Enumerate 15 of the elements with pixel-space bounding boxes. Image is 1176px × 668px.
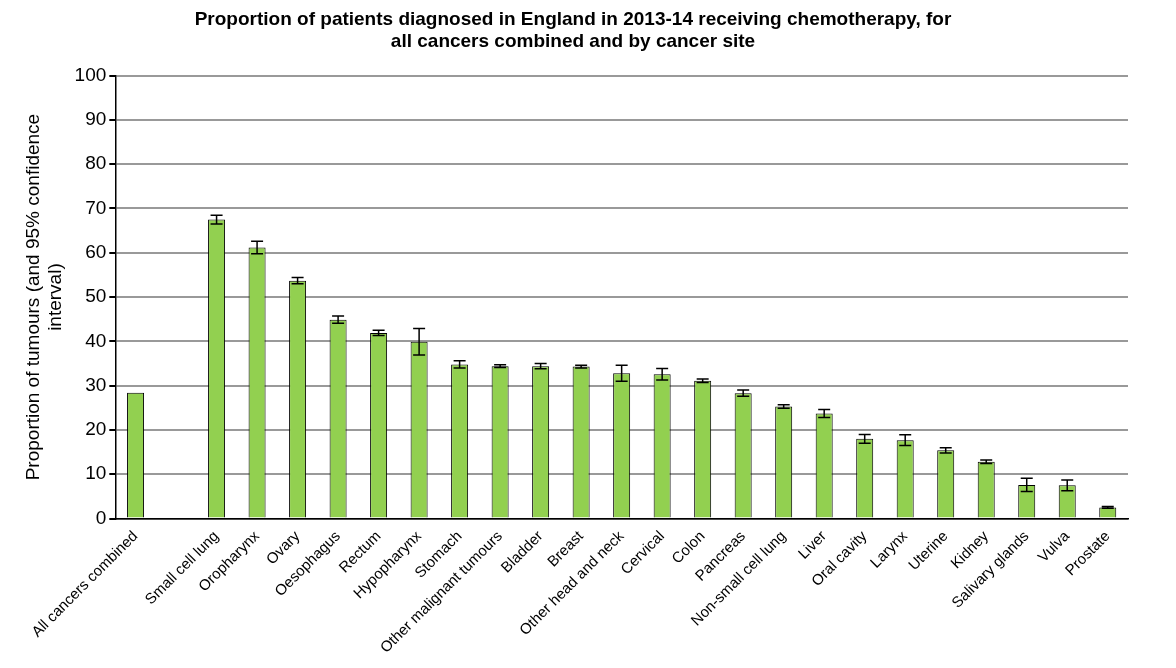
text: all cancers combined and by cancer site [390,30,756,52]
y-tick-label: 90 [85,108,107,130]
y-tick-label: 60 [85,241,107,263]
y-tick-label: 0 [95,506,107,528]
y-tick-label: 50 [85,285,107,307]
y-tick-label: 10 [85,462,107,484]
y-tick-label: 30 [85,373,107,395]
y-tick-label: 20 [85,418,107,440]
y-tick-label: 70 [85,196,107,218]
y-tick-label: 40 [85,329,107,351]
text: Proportion of tumours (and 95% confidence [21,113,43,481]
y-tick-label: 100 [74,63,107,85]
text: Proportion of patients diagnosed in England in 2013-14 receiving chemotherapy, for [194,7,952,29]
y-tick-label: 80 [85,152,107,174]
text: interval) [44,263,66,331]
